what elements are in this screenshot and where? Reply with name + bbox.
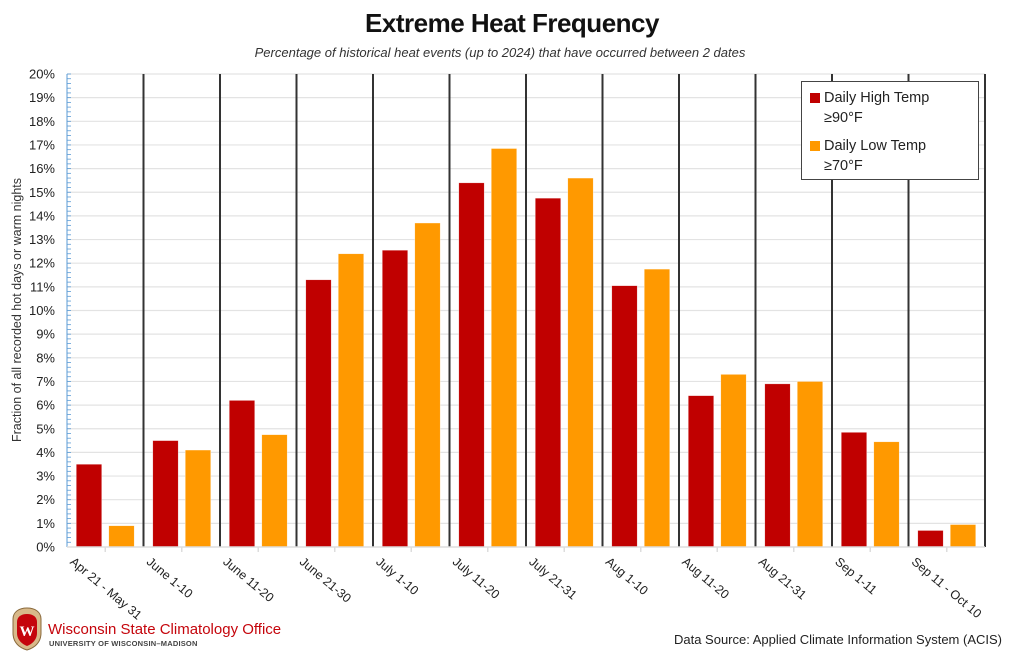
x-tick-label: Sep 1-11 (832, 555, 879, 598)
y-tick-label: 14% (29, 208, 55, 223)
y-tick-label: 13% (29, 232, 55, 247)
legend-label-low-line1: Daily Low Temp (824, 138, 927, 154)
y-tick-label: 7% (36, 374, 55, 389)
bar-low-temp (414, 222, 441, 548)
bar-high-temp (611, 285, 638, 548)
y-tick-label: 6% (36, 398, 55, 413)
bar-low-temp (567, 177, 594, 548)
bar-high-temp (534, 197, 562, 548)
bar-high-temp (458, 182, 485, 548)
bar-low-temp (108, 525, 135, 548)
y-tick-label: 15% (29, 185, 55, 200)
legend-label-low-line2: ≥70°F (824, 158, 863, 174)
y-tick-label: 17% (29, 137, 55, 152)
y-tick-label: 10% (29, 303, 55, 318)
bar-high-temp (228, 400, 256, 548)
bar-low-temp (490, 148, 518, 548)
bar-low-temp (796, 381, 824, 548)
legend-label-high-line1: Daily High Temp (824, 90, 930, 106)
y-tick-label: 19% (29, 90, 55, 105)
x-tick-label: Sep 11 - Oct 10 (909, 555, 984, 621)
bar-low-temp (337, 253, 365, 548)
y-tick-label: 3% (36, 469, 55, 484)
chart-subtitle: Percentage of historical heat events (up… (254, 45, 746, 60)
x-tick-label: Apr 21 - May 31 (67, 555, 144, 623)
y-tick-label: 2% (36, 492, 55, 507)
bar-low-temp (720, 374, 747, 548)
y-tick-label: 9% (36, 327, 55, 342)
y-tick-label: 1% (36, 516, 55, 531)
x-tick-label: June 1-10 (144, 555, 196, 601)
legend-swatch-low (810, 141, 820, 151)
svg-text:W: W (20, 624, 35, 640)
y-tick-label: 18% (29, 114, 55, 129)
y-tick-label: 11% (30, 279, 55, 294)
x-tick-label: July 1-10 (373, 555, 421, 598)
bar-high-temp (152, 440, 179, 548)
bar-low-temp (949, 524, 977, 548)
bar-low-temp (184, 449, 212, 548)
chart-title: Extreme Heat Frequency (365, 8, 659, 38)
y-tick-label: 16% (29, 161, 55, 176)
y-tick-label: 0% (36, 540, 55, 555)
legend-item-low: Daily Low Temp ≥70°F (810, 136, 927, 176)
x-tick-label: Aug 11-20 (679, 555, 732, 602)
x-tick-label: June 21-30 (297, 555, 354, 606)
y-tick-label: 8% (36, 350, 55, 365)
legend: Daily High Temp ≥90°F Daily Low Temp ≥70… (801, 81, 979, 180)
legend-item-high: Daily High Temp ≥90°F (810, 88, 930, 128)
bar-low-temp (873, 441, 900, 548)
bar-low-temp (643, 268, 671, 548)
bar-high-temp (75, 463, 103, 548)
org-name: Wisconsin State Climatology Office (48, 621, 282, 638)
x-tick-label: Aug 21-31 (756, 555, 809, 603)
bar-high-temp (917, 530, 944, 548)
bar-high-temp (840, 431, 868, 548)
y-tick-label: 20% (29, 67, 55, 82)
x-tick-label: July 21-31 (526, 555, 579, 603)
bar-high-temp (381, 249, 409, 548)
org-subtitle: UNIVERSITY OF WISCONSIN–MADISON (49, 639, 198, 648)
bar-high-temp (764, 383, 791, 548)
legend-label-high-line2: ≥90°F (824, 110, 863, 126)
data-source: Data Source: Applied Climate Information… (673, 632, 1002, 647)
bar-high-temp (687, 395, 715, 548)
uw-crest-icon: W (12, 607, 42, 651)
y-tick-label: 4% (36, 445, 55, 460)
x-tick-label: July 11-20 (450, 555, 503, 602)
bar-low-temp (261, 434, 288, 548)
legend-swatch-high (810, 93, 820, 103)
x-tick-label: June 11-20 (220, 555, 276, 605)
y-tick-label: 5% (36, 421, 55, 436)
x-tick-label: Aug 1-10 (603, 555, 651, 598)
axes (66, 73, 985, 552)
y-axis-title: Fraction of all recorded hot days or war… (10, 178, 24, 442)
bars (75, 148, 977, 548)
y-tick-label: 12% (29, 256, 55, 271)
bar-high-temp (305, 279, 332, 548)
